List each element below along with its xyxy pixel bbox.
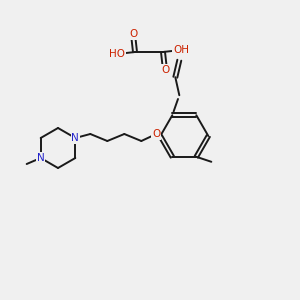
Text: HO: HO	[109, 49, 125, 59]
Text: O: O	[161, 65, 169, 75]
Text: O: O	[129, 29, 137, 39]
Text: O: O	[152, 129, 160, 139]
Text: N: N	[71, 133, 79, 143]
Text: OH: OH	[173, 45, 189, 55]
Text: N: N	[37, 153, 45, 163]
